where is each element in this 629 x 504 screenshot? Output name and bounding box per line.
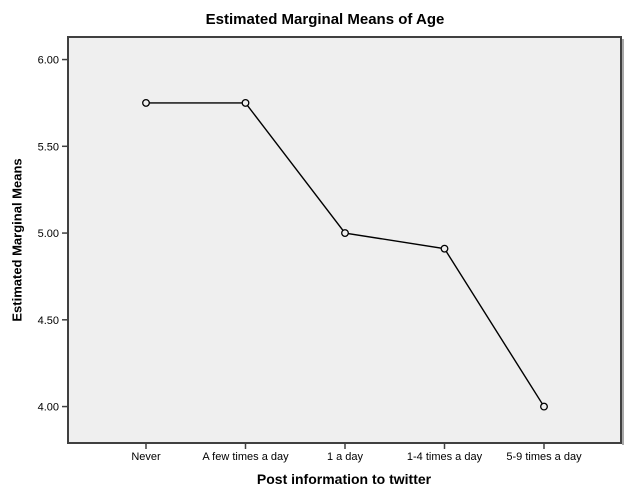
plot-area — [68, 37, 621, 443]
data-point-marker — [341, 229, 349, 238]
x-tick-label: A few times a day — [202, 451, 289, 463]
y-tick-label: 4.00 — [38, 402, 59, 414]
chart-title: Estimated Marginal Means of Age — [205, 11, 445, 28]
y-tick-label: 5.50 — [38, 141, 59, 153]
y-axis-title: Estimated Marginal Means — [9, 158, 25, 322]
x-axis-title: Post information to twitter — [256, 471, 432, 487]
x-tick-label: Never — [131, 451, 161, 463]
data-point-marker — [142, 98, 150, 107]
y-tick-label: 6.00 — [38, 55, 59, 67]
x-tick-label: 1-4 times a day — [407, 451, 483, 463]
x-tick-label: 5-9 times a day — [506, 451, 582, 463]
data-point-marker — [440, 244, 449, 253]
x-tick-label: 1 a day — [327, 451, 364, 463]
data-point-marker — [241, 98, 250, 107]
data-point-marker — [540, 402, 548, 411]
y-tick-label: 4.50 — [38, 315, 59, 327]
y-tick-label: 5.00 — [38, 228, 59, 240]
